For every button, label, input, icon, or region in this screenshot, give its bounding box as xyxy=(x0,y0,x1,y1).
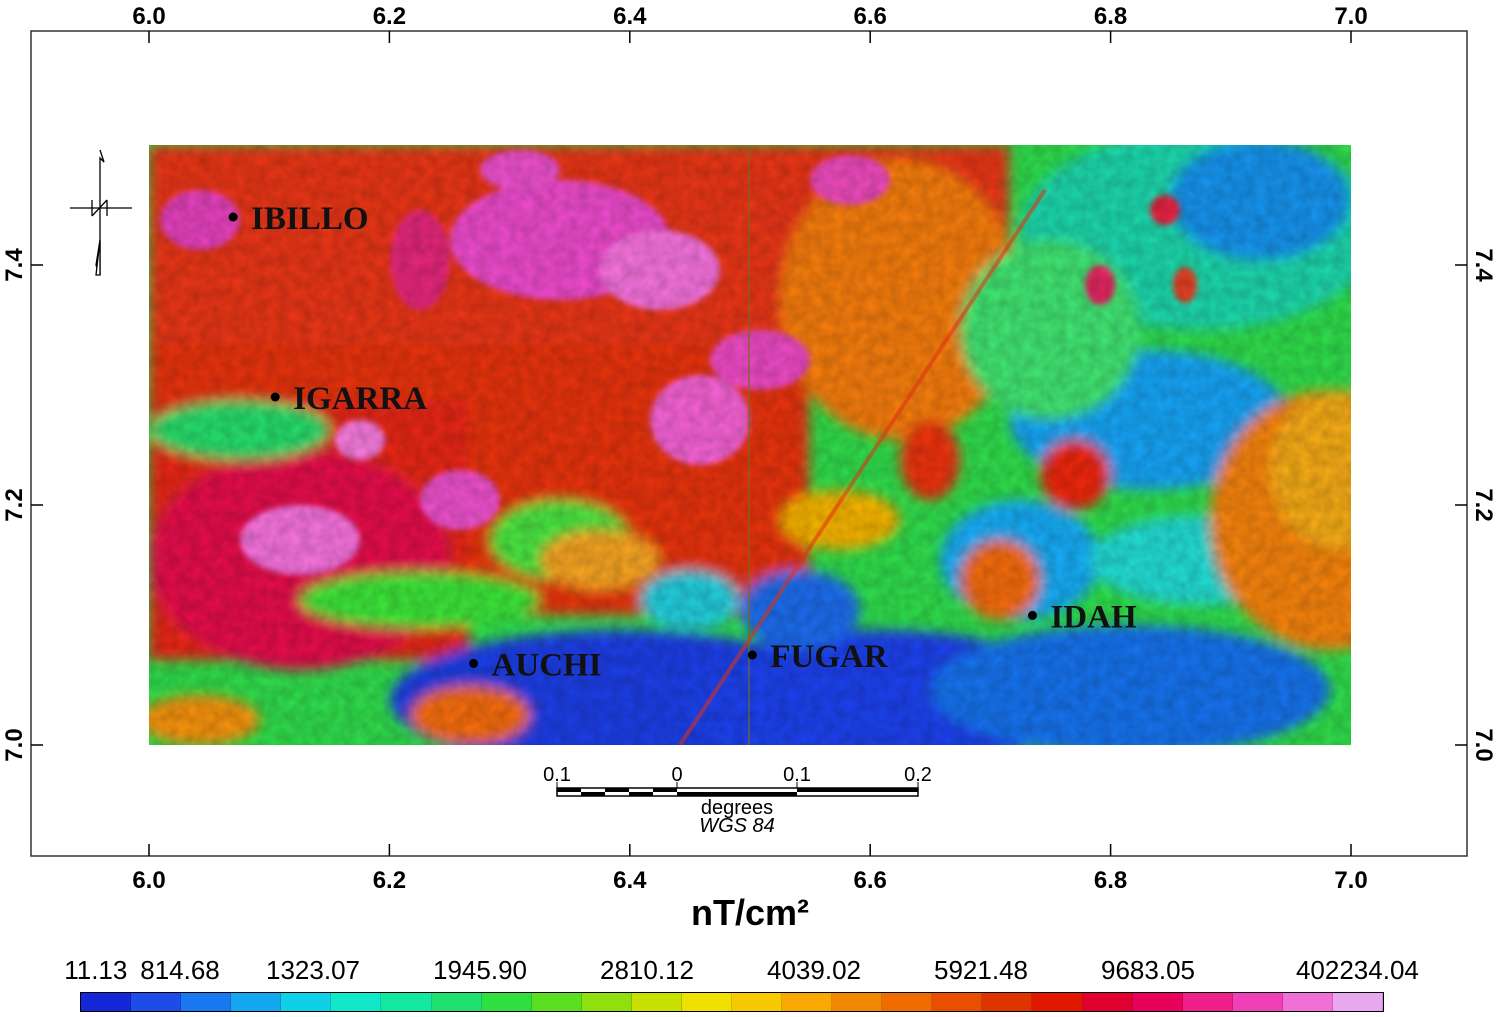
legend-swatch xyxy=(431,993,482,1011)
legend-label: 1323.07 xyxy=(266,955,360,985)
legend-swatch xyxy=(1132,993,1183,1011)
town-label: IDAH xyxy=(1050,599,1137,635)
x-axis-bottom-labels: 6.0 6.2 6.4 6.6 6.8 7.0 xyxy=(132,867,1367,890)
town-markers: IBILLO IGARRA AUCHI FUGAR IDAH xyxy=(228,201,1137,683)
town-label: AUCHI xyxy=(492,647,602,683)
legend-swatch xyxy=(481,993,532,1011)
legend-swatch xyxy=(181,993,232,1011)
scale-label-0-2: 0.2 xyxy=(904,764,932,786)
legend-label: 9683.05 xyxy=(1101,955,1195,985)
x-tick-label-top: 6.0 xyxy=(132,3,165,30)
x-tick-label-bottom: 7.0 xyxy=(1334,867,1367,890)
town-label: IGARRA xyxy=(293,381,427,417)
legend-swatch xyxy=(381,993,432,1011)
legend-swatch xyxy=(1282,993,1333,1011)
legend-label: 402234.04 xyxy=(1295,955,1419,985)
anomaly-map-figure: 6.0 6.2 6.4 6.6 6.8 7.0 6.0 6.2 6.4 6.6 6.8 7.0 7.… xyxy=(1,3,1497,890)
scale-label-neg-0-1: 0.1 xyxy=(543,764,571,786)
legend-swatch xyxy=(131,993,182,1011)
town-idah: IDAH xyxy=(1027,599,1137,635)
legend-swatch xyxy=(531,993,582,1011)
scale-label-0: 0 xyxy=(671,764,682,786)
legend-label: 2810.12 xyxy=(600,955,694,985)
town-marker xyxy=(228,212,238,222)
legend-swatch xyxy=(581,993,632,1011)
scale-label-0-1: 0.1 xyxy=(783,764,811,786)
town-marker xyxy=(270,392,280,402)
town-fugar: FUGAR xyxy=(747,639,889,675)
anomaly-raster xyxy=(149,145,1351,745)
legend-labels: 11.13 814.68 1323.07 1945.90 2810.12 4039.02 5… xyxy=(0,955,1500,989)
legend-label: 1945.90 xyxy=(433,955,527,985)
axis-ticks xyxy=(31,31,1467,856)
legend-swatch xyxy=(681,993,733,1011)
town-igarra: IGARRA xyxy=(270,381,427,417)
y-tick-label-right: 7.0 xyxy=(1470,728,1497,761)
legend-swatch xyxy=(1032,993,1083,1011)
x-tick-label-bottom: 6.6 xyxy=(854,867,887,890)
legend-swatch xyxy=(1082,993,1133,1011)
x-tick-label-bottom: 6.8 xyxy=(1094,867,1127,890)
legend-label: 11.13 xyxy=(64,955,128,985)
legend-swatch xyxy=(1332,993,1384,1011)
y-tick-label-right: 7.4 xyxy=(1470,248,1497,282)
legend-swatch xyxy=(882,993,933,1011)
y-axis-left-labels: 7.4 7.2 7.0 xyxy=(1,248,28,762)
color-legend-bar xyxy=(80,992,1384,1012)
scale-datum: WGS 84 xyxy=(699,815,775,837)
x-tick-label-top: 6.2 xyxy=(373,3,406,30)
town-marker xyxy=(469,658,479,668)
legend-swatch xyxy=(932,993,983,1011)
town-label: IBILLO xyxy=(251,201,368,237)
x-tick-label-top: 6.4 xyxy=(613,3,647,30)
unit-title: nT/cm² xyxy=(690,892,809,933)
legend-swatch xyxy=(331,993,382,1011)
legend-swatch xyxy=(832,993,883,1011)
scale-bar: 0.1 0 0.1 0.2 degrees WGS 84 xyxy=(543,764,932,837)
legend-swatch xyxy=(81,993,132,1011)
y-tick-label-left: 7.4 xyxy=(1,248,28,282)
y-tick-label-left: 7.2 xyxy=(1,488,28,521)
legend-swatch xyxy=(1232,993,1283,1011)
legend-swatch xyxy=(732,993,783,1011)
north-arrow-icon xyxy=(70,149,132,276)
legend-swatch xyxy=(231,993,282,1011)
town-label: FUGAR xyxy=(770,639,888,675)
x-tick-label-top: 7.0 xyxy=(1334,3,1367,30)
legend-swatch xyxy=(782,993,833,1011)
legend-label: 4039.02 xyxy=(767,955,861,985)
scale-unit: degrees xyxy=(701,797,773,819)
x-axis-top-labels: 6.0 6.2 6.4 6.6 6.8 7.0 xyxy=(132,3,1367,30)
town-auchi: AUCHI xyxy=(469,647,602,683)
x-tick-label-top: 6.8 xyxy=(1094,3,1127,30)
town-ibillo: IBILLO xyxy=(228,201,369,237)
x-tick-label-bottom: 6.4 xyxy=(613,867,647,890)
legend-label: 5921.48 xyxy=(934,955,1028,985)
legend-swatch xyxy=(1182,993,1233,1011)
legend-swatch xyxy=(281,993,332,1011)
y-tick-label-right: 7.2 xyxy=(1470,488,1497,521)
legend-swatch xyxy=(631,993,682,1011)
legend-swatch xyxy=(982,993,1033,1011)
legend-label: 814.68 xyxy=(140,955,220,985)
x-tick-label-bottom: 6.0 xyxy=(132,867,165,890)
x-tick-label-bottom: 6.2 xyxy=(373,867,406,890)
y-tick-label-left: 7.0 xyxy=(1,728,28,761)
y-axis-right-labels: 7.4 7.2 7.0 xyxy=(1470,248,1497,761)
x-tick-label-top: 6.6 xyxy=(854,3,887,30)
town-marker xyxy=(747,650,757,660)
town-marker xyxy=(1027,610,1037,620)
